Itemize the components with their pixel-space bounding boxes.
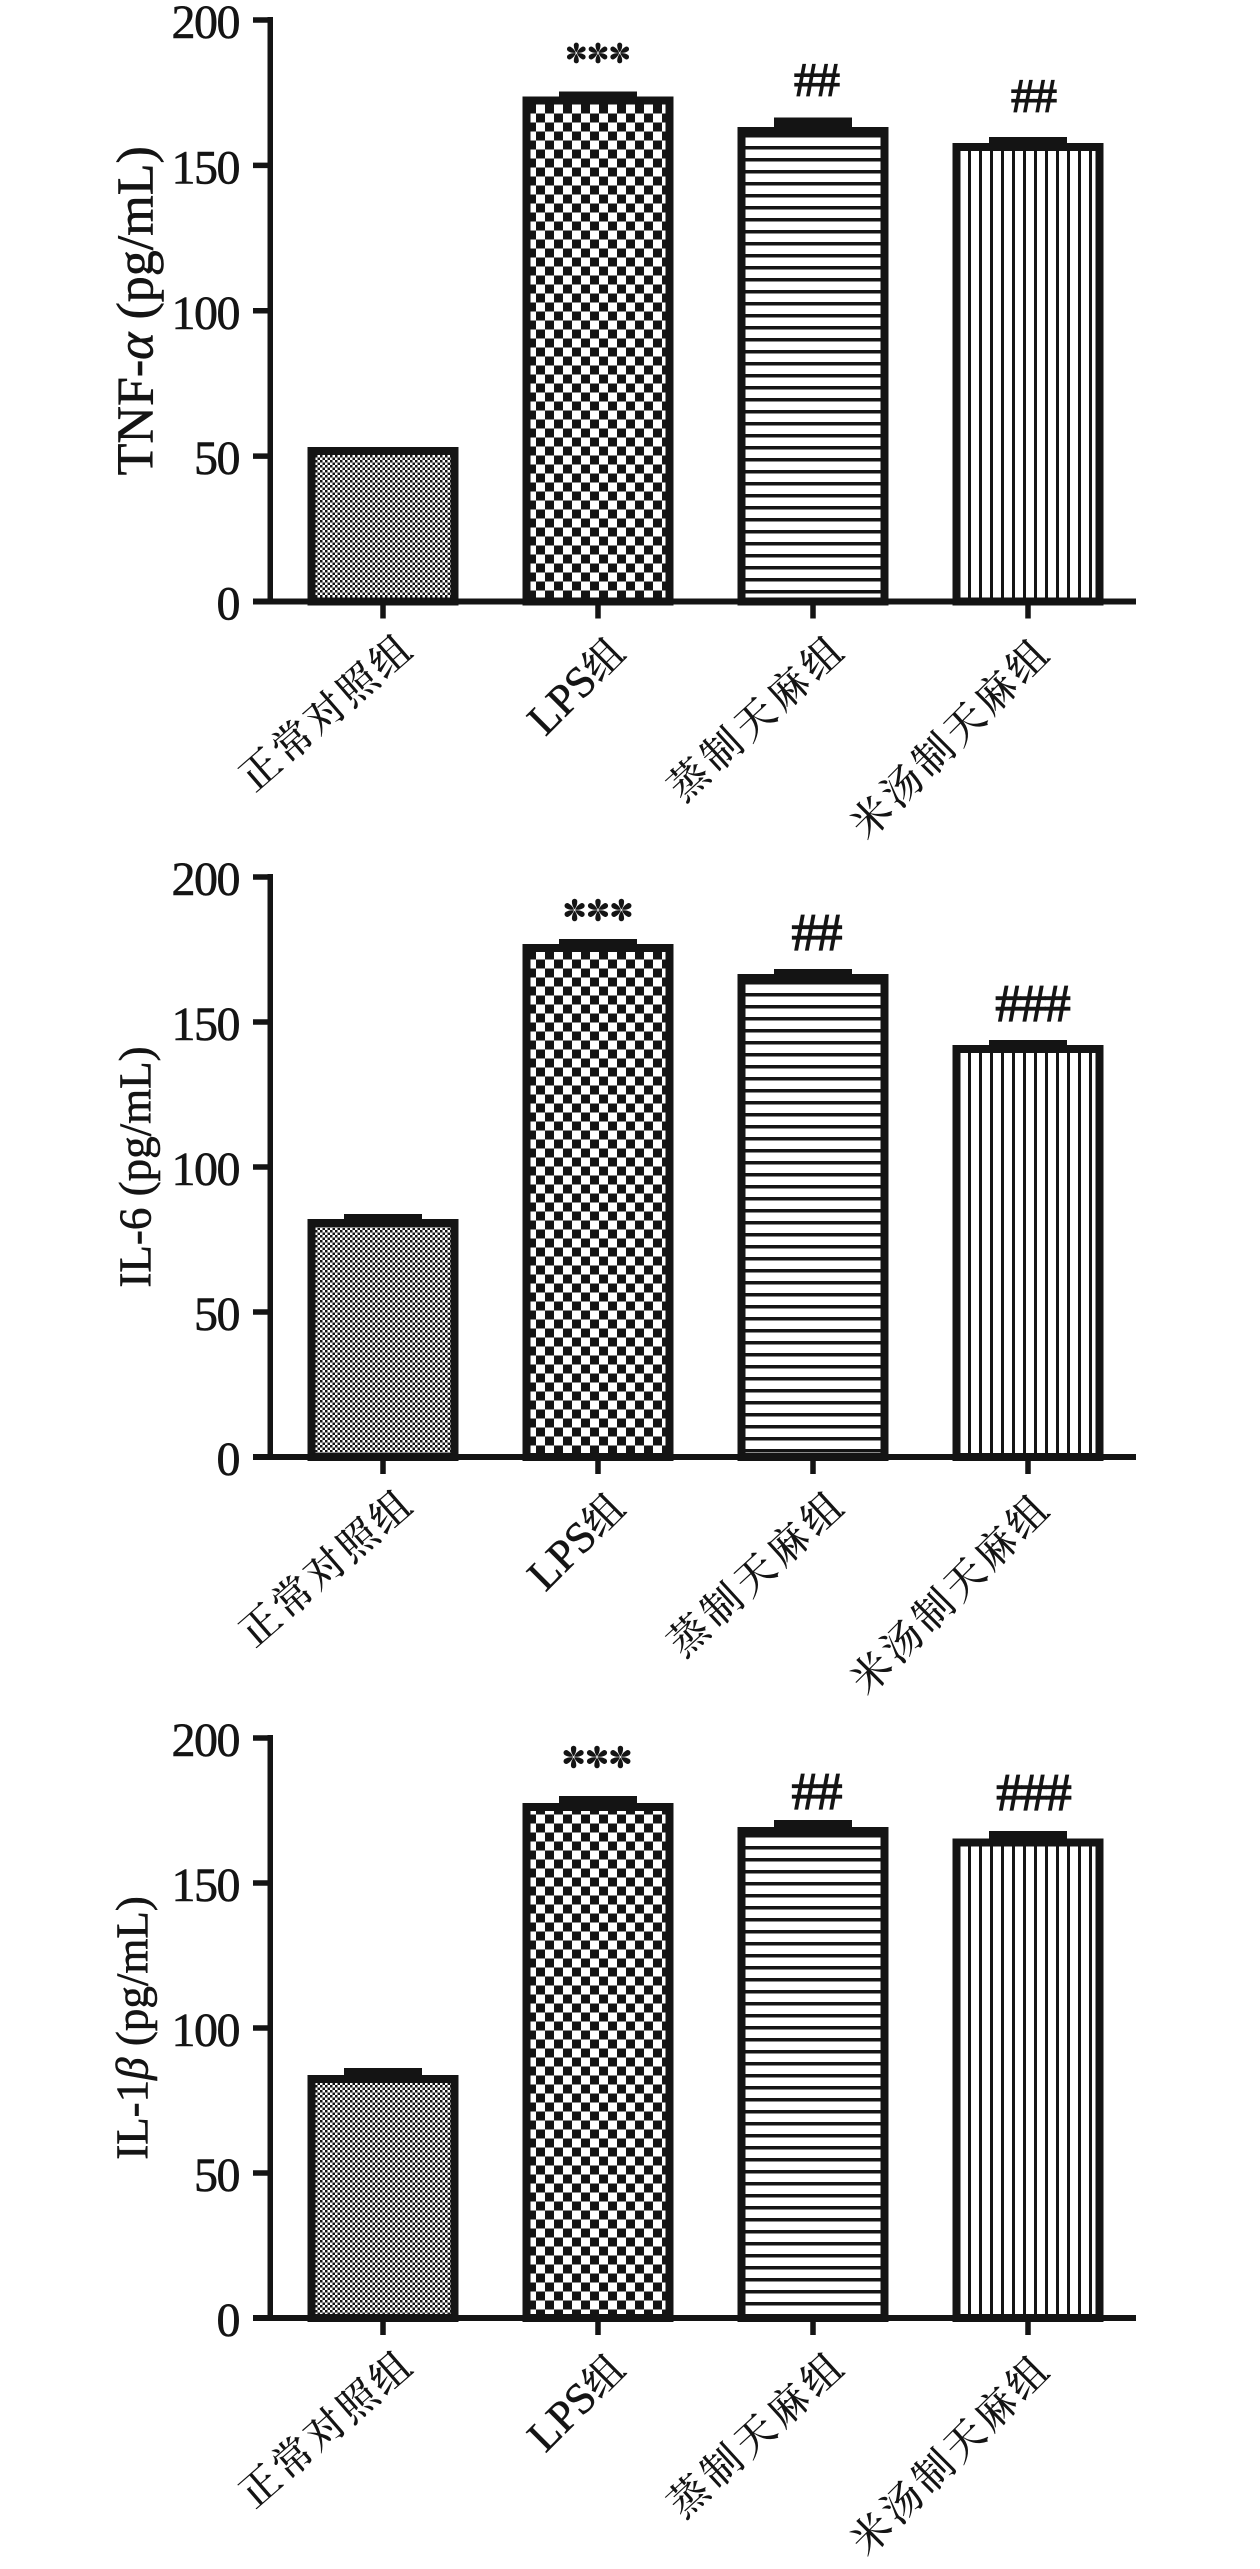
svg-text:100: 100 [172, 287, 240, 340]
svg-text:150: 150 [172, 141, 240, 194]
svg-text:150: 150 [172, 998, 240, 1051]
svg-text:##: ## [792, 904, 843, 962]
svg-text:###: ### [996, 1764, 1071, 1822]
svg-text:200: 200 [172, 1714, 240, 1767]
svg-text:IL-6 (pg/mL): IL-6 (pg/mL) [110, 1046, 160, 1287]
svg-text:150: 150 [172, 1859, 240, 1912]
svg-text:50: 50 [194, 2149, 240, 2202]
svg-text:100: 100 [172, 1143, 240, 1196]
svg-text:0: 0 [217, 2294, 240, 2347]
svg-text:50: 50 [194, 1288, 240, 1341]
svg-text:###: ### [995, 975, 1070, 1033]
svg-text:##: ## [792, 1763, 843, 1821]
svg-text:50: 50 [194, 432, 240, 485]
svg-text:TNF-α (pg/mL): TNF-α (pg/mL) [108, 146, 165, 475]
svg-text:0: 0 [217, 578, 240, 631]
svg-text:##: ## [1011, 70, 1057, 123]
svg-text:200: 200 [172, 853, 240, 906]
svg-text:0: 0 [217, 1433, 240, 1486]
svg-text:200: 200 [172, 0, 240, 49]
svg-text:##: ## [794, 54, 840, 107]
svg-text:100: 100 [172, 2004, 240, 2057]
svg-text:IL-1β (pg/mL): IL-1β (pg/mL) [108, 1896, 158, 2160]
